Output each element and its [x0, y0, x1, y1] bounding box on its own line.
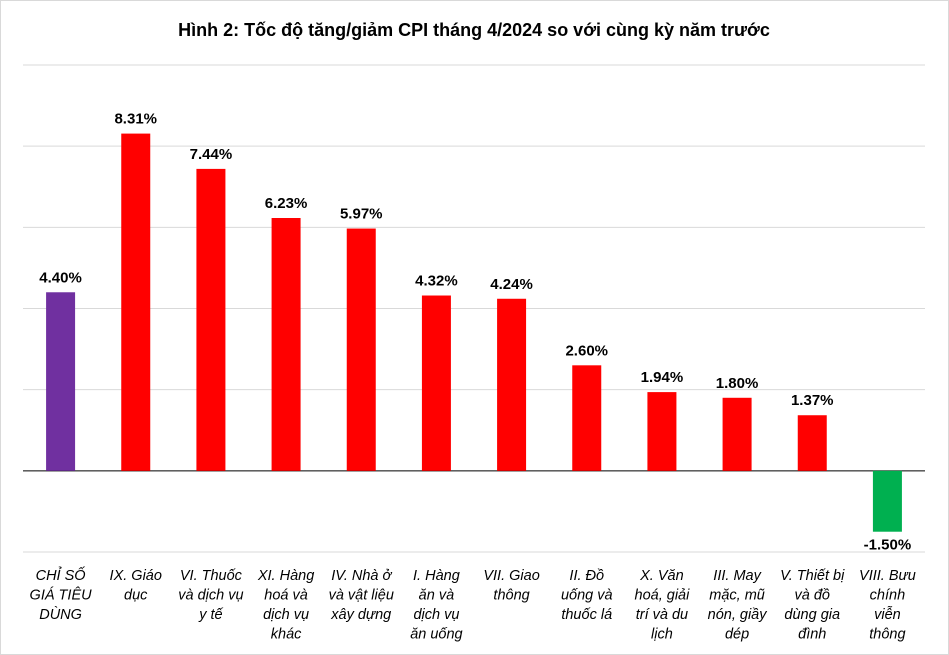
bar: [797, 415, 827, 471]
bar: [647, 392, 677, 471]
data-label: 6.23%: [265, 195, 308, 212]
category-label: ăn uống: [410, 627, 462, 643]
category-label: I. Hàng: [413, 568, 460, 584]
bar: [872, 470, 902, 532]
category-label: X. Văn: [639, 568, 684, 584]
category-label: dịch vụ: [263, 607, 309, 623]
bar: [196, 168, 226, 471]
category-label: nón, giầy: [708, 607, 768, 623]
data-label: 2.60%: [565, 342, 608, 359]
data-label: 4.40%: [39, 269, 82, 286]
data-label: 1.80%: [716, 375, 759, 392]
data-label: 4.24%: [490, 276, 533, 293]
category-label: thông: [493, 588, 529, 604]
data-label: 1.94%: [641, 369, 684, 386]
chart-title: Hình 2: Tốc độ tăng/giảm CPI tháng 4/202…: [178, 20, 770, 40]
category-label: viễn: [874, 606, 901, 623]
category-label: IX. Giáo: [110, 568, 162, 584]
category-label: hoá và: [264, 588, 308, 604]
bar: [271, 217, 301, 471]
category-label: lịch: [651, 627, 673, 643]
category-label: khác: [271, 627, 302, 643]
category-label: đình: [798, 627, 826, 643]
category-label: thuốc lá: [561, 607, 612, 623]
bar: [421, 295, 451, 471]
category-label: thông: [869, 627, 905, 643]
category-label: dép: [725, 627, 749, 643]
category-label: dục: [124, 588, 148, 604]
category-label: và đồ: [795, 588, 830, 604]
category-label: y tế: [198, 607, 223, 623]
bar: [722, 397, 752, 471]
data-label: 8.31%: [114, 111, 157, 128]
category-label: xây dựng: [330, 607, 391, 623]
category-label: và vật liệu: [329, 588, 394, 604]
bar: [346, 228, 376, 471]
category-label: hoá, giải: [635, 588, 691, 604]
data-label: 7.44%: [190, 146, 233, 163]
bar: [572, 365, 602, 471]
category-label: uống và: [561, 588, 613, 604]
category-label: chính: [870, 588, 905, 604]
category-label: ăn và: [419, 588, 454, 604]
category-label: V. Thiết bị: [780, 568, 845, 584]
category-label: và dịch vụ: [178, 588, 243, 604]
category-label: VIII. Bưu: [859, 568, 916, 584]
category-label: dùng gia: [784, 607, 840, 623]
category-label: II. Đồ: [569, 568, 604, 584]
category-label: GIÁ TIÊU: [30, 587, 93, 604]
data-label: -1.50%: [864, 537, 912, 554]
data-label: 4.32%: [415, 273, 458, 290]
category-label: trí và du: [636, 607, 688, 623]
category-label: CHỈ SỐ: [36, 566, 86, 584]
category-label: DÙNG: [39, 606, 82, 623]
data-label: 5.97%: [340, 206, 383, 223]
category-label: XI. Hàng: [257, 568, 314, 584]
category-label: VI. Thuốc: [180, 568, 243, 584]
bar: [46, 292, 76, 471]
category-label: VII. Giao: [483, 568, 539, 584]
data-label: 1.37%: [791, 392, 834, 409]
category-label: mặc, mũ: [709, 588, 765, 604]
category-label: IV. Nhà ở: [331, 568, 392, 584]
bar: [121, 133, 151, 471]
category-label: dịch vụ: [413, 607, 459, 623]
category-label: III. May: [713, 568, 761, 584]
bar: [497, 298, 527, 471]
